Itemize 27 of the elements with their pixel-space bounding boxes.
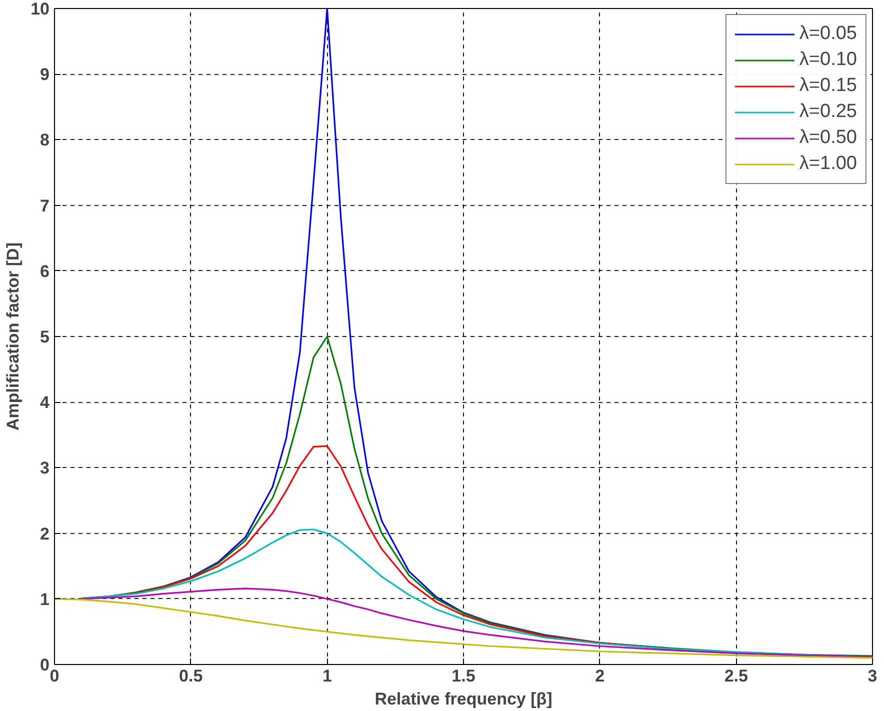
y-tick-label: 6 — [40, 262, 50, 281]
x-tick-label: 3 — [868, 666, 878, 686]
legend-label: λ=0.05 — [799, 23, 857, 45]
legend-label: λ=0.10 — [799, 49, 857, 71]
x-tick-label: 1.5 — [452, 666, 476, 686]
x-tick-label: 2 — [595, 666, 605, 686]
x-tick-label: 0.5 — [179, 666, 203, 686]
y-tick-label: 10 — [30, 0, 50, 18]
y-tick-label: 2 — [40, 524, 50, 544]
y-tick-label: 3 — [40, 458, 50, 478]
legend-label: λ=0.50 — [799, 127, 857, 149]
y-axis-title: Amplification factor [D] — [4, 242, 23, 430]
line-series — [54, 598, 872, 659]
y-tick-label: 9 — [40, 65, 50, 84]
line-series — [80, 588, 872, 658]
x-tick-label: 2.5 — [724, 666, 748, 686]
x-tick-label: 1 — [322, 666, 332, 686]
line-series — [80, 528, 872, 658]
legend-label: λ=0.25 — [799, 101, 857, 123]
y-tick-label: 1 — [40, 590, 50, 609]
y-tick-label: 8 — [40, 130, 50, 150]
y-tick-label: 5 — [40, 328, 50, 346]
y-tick-label: 4 — [40, 393, 50, 412]
legend-label: λ=0.15 — [799, 75, 857, 97]
y-tick-label: 7 — [40, 196, 50, 216]
x-axis-title: Relative frequency [β] — [374, 690, 552, 708]
legend-label: λ=1.00 — [799, 153, 857, 175]
